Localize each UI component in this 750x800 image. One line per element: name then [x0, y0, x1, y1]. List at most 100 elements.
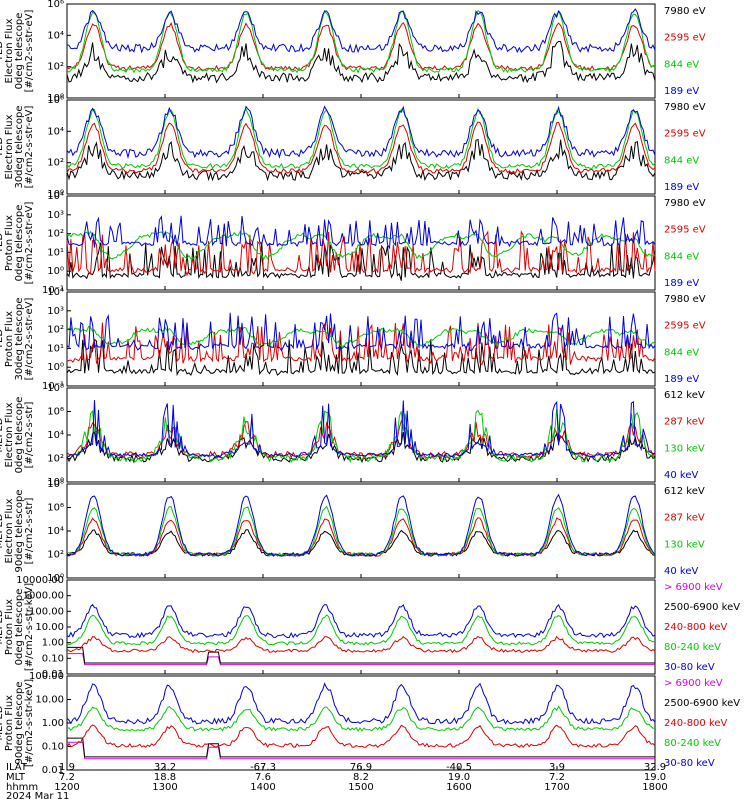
series-4-line — [66, 312, 656, 352]
legend-label: 287 keV — [664, 513, 705, 524]
y-tick-label: 10⁰ — [47, 189, 64, 200]
y-axis-title: MEPEDElectron Flux90deg telescope[#/cm2-… — [0, 489, 35, 572]
legend-label: 240-800 keV — [664, 622, 728, 633]
y-axis-title: MEPEDProton Flux0deg telescope[#/cm2-s-s… — [0, 583, 35, 671]
y-tick-label: 0.01 — [42, 669, 64, 680]
legend-label: 7980 eV — [664, 294, 706, 305]
legend-label: 844 eV — [664, 155, 699, 166]
x-tick-label-ilat: 1.9 — [59, 762, 75, 773]
legend-label: 612 keV — [664, 390, 705, 401]
legend-label: 7980 eV — [664, 102, 706, 113]
series-1-line — [67, 741, 655, 760]
y-tick-label: 0.10 — [42, 653, 64, 664]
panel-7: 0.010.101.0010.00100.001000.0010000.00ME… — [0, 575, 740, 680]
x-tick-label-hhmm: 1600 — [446, 782, 471, 793]
y-axis-title-line: Proton Flux — [4, 695, 15, 751]
y-axis-title-line: Proton Flux — [4, 215, 15, 271]
y-axis-title-line: [#/cm2-s-str] — [24, 401, 35, 468]
series-4-line — [66, 705, 655, 732]
y-tick-label: 1.00 — [42, 638, 64, 649]
y-axis-title-line: 0deg telescope — [14, 13, 25, 90]
legend-label: > 6900 keV — [664, 582, 723, 593]
y-tick-label: 10² — [47, 550, 64, 561]
x-axis-row-label-hhmm: hhmm — [6, 782, 38, 793]
legend-label: 30-80 keV — [664, 662, 715, 673]
x-tick-label-mlt: 19.0 — [448, 772, 470, 783]
y-tick-label: 10⁰ — [47, 93, 64, 104]
legend-label: 189 eV — [664, 86, 699, 97]
legend-label: 844 eV — [664, 251, 699, 262]
panel-frame — [66, 387, 656, 483]
y-axis-title-line: TED — [0, 233, 5, 254]
y-tick-label: 10⁶ — [47, 0, 64, 10]
legend-label: 287 keV — [664, 417, 705, 428]
x-tick-label-hhmm: 1300 — [152, 782, 177, 793]
y-tick-label: 10⁸ — [47, 479, 64, 490]
y-tick-label: 10⁴ — [47, 30, 64, 41]
series-4-line — [66, 215, 656, 250]
y-axis-title: TEDElectron Flux30deg telescope[#/cm2-s-… — [0, 105, 35, 188]
y-tick-label: 10⁴ — [47, 287, 64, 298]
legend-label: 2500-6900 keV — [664, 698, 740, 709]
y-axis-title-line: TED — [0, 329, 5, 350]
series-4-line — [66, 105, 656, 160]
x-axis-date: 2024 Mar 11 — [6, 791, 69, 800]
x-tick-label-mlt: 18.8 — [154, 772, 176, 783]
x-tick-label-mlt: 7.2 — [549, 772, 565, 783]
y-tick-label: 10⁴ — [47, 191, 64, 202]
legend-label: 7980 eV — [664, 6, 706, 17]
y-tick-label: 10³ — [47, 306, 64, 317]
y-tick-label: 10⁶ — [47, 503, 64, 514]
y-tick-label: 0.10 — [42, 742, 64, 753]
x-tick-label-ilat: 32.2 — [154, 762, 176, 773]
x-axis-row-label-mlt: MLT — [6, 772, 26, 783]
panel-5: 10⁰ 10² 10⁴ 10⁶ 10⁸ MEPEDElectron Flux0deg te… — [0, 383, 705, 488]
legend-label: 2500-6900 keV — [664, 602, 740, 613]
legend-label: 2595 eV — [664, 33, 706, 44]
y-axis-title-line: 0deg telescope — [14, 397, 25, 474]
y-axis-title-line: [#/cm2-s-str-eV] — [24, 106, 35, 189]
y-tick-label: 10² — [47, 158, 64, 169]
series-2-line — [67, 646, 655, 664]
y-tick-label: 10⁴ — [47, 430, 64, 441]
y-axis-title: MEPEDElectron Flux0deg telescope[#/cm2-s… — [0, 397, 35, 474]
series-1-line — [66, 338, 656, 377]
y-tick-label: 100.00 — [29, 671, 64, 682]
series-1-line — [66, 138, 656, 182]
series-3-line — [66, 724, 656, 749]
y-axis-title-line: MEPED — [0, 417, 5, 452]
y-tick-label: 10¹ — [47, 247, 64, 258]
x-tick-label-hhmm: 1800 — [642, 782, 667, 793]
series-2-line — [66, 322, 656, 366]
y-tick-label: 10⁻¹ — [42, 381, 64, 392]
y-tick-label: 1000.00 — [23, 591, 64, 602]
y-tick-label: 10⁰ — [47, 266, 64, 277]
y-axis-title-line: MEPED — [0, 513, 5, 548]
y-axis-title: MEPEDProton Flux90deg telescope[#/cm2-s-… — [0, 679, 35, 767]
legend-label: 612 keV — [664, 486, 705, 497]
x-tick-label-mlt: 7.6 — [255, 772, 271, 783]
legend-label: 40 keV — [664, 566, 698, 577]
y-tick-label: 10⁶ — [47, 407, 64, 418]
y-tick-label: 10¹ — [47, 343, 64, 354]
y-axis-title-line: Electron Flux — [4, 18, 15, 83]
y-tick-label: 10³ — [47, 210, 64, 221]
y-axis-title: TEDProton Flux0deg telescope[#/cm2-s-str… — [0, 202, 35, 285]
y-tick-label: 10² — [47, 454, 64, 465]
y-tick-label: 10⁶ — [47, 95, 64, 106]
x-tick-label-ilat: 3.9 — [549, 762, 565, 773]
y-tick-label: 10⁴ — [47, 126, 64, 137]
y-axis-title-line: [#/cm2-s-str-eV] — [24, 202, 35, 285]
y-axis-title-line: 0deg telescope — [14, 205, 25, 282]
x-tick-label-ilat: 76.9 — [350, 762, 372, 773]
series-2-line — [66, 419, 656, 460]
y-tick-label: 10⁰ — [47, 477, 64, 488]
y-axis-title-line: TED — [0, 41, 5, 62]
y-tick-label: 10⁴ — [47, 526, 64, 537]
series-5-line — [66, 603, 656, 639]
series-1-line — [66, 40, 656, 84]
y-tick-label: 10⁸ — [47, 383, 64, 394]
y-tick-label: 10⁻¹ — [42, 285, 64, 296]
